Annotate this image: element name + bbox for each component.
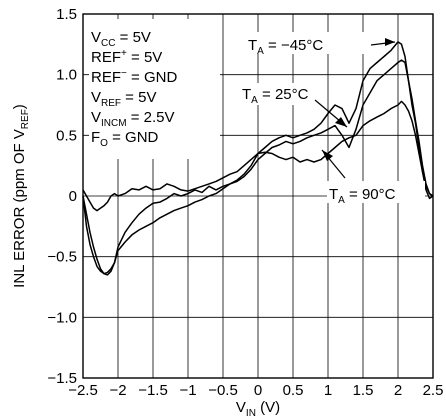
series-label-bg-1 [240,83,322,105]
y-axis-label: INL ERROR (ppm OF VREF) [11,104,31,288]
y-tick-label-2: 0.5 [56,127,77,144]
y-tick-label-4: −0.5 [47,249,77,266]
x-axis-title: VIN (V) [236,399,280,418]
condition-label-2: REF− = GND [91,68,177,86]
y-tick-labels: 1.5 1.0 0.5 0 −0.5 −1.0 −1.5 [47,6,77,387]
series-label-2: TA = 90°C [329,186,396,206]
y-tick-label-1: 1.0 [56,67,77,84]
x-tick-label-9: 2 [394,382,402,399]
condition-label-4: VINCM = 2.5V [91,109,175,129]
condition-label-3: VREF = 5V [91,89,156,109]
series-line-1 [82,59,434,276]
series-label-bg-0 [246,32,370,54]
x-tick-label-3: −1 [179,382,196,399]
annotations: TA = −45°C TA = 25°C TA = 90°C [240,32,425,206]
series-arrowhead-2 [322,150,333,161]
x-tick-label-6: 0.5 [283,382,304,399]
x-tick-label-4: −0.5 [208,382,238,399]
condition-label-0: VCC = 5V [91,29,151,49]
x-tick-label-7: 1 [324,382,332,399]
condition-label-5: FO = GND [91,129,159,149]
series-group [82,41,434,276]
y-axis-title: INL ERROR (ppm OF VREF) [11,104,31,288]
series-label-1: TA = 25°C [242,86,309,106]
series-arrowhead-0 [385,38,395,46]
y-tick-label-0: 1.5 [56,6,77,23]
x-tick-label-2: −1.5 [138,382,168,399]
series-arrowhead-1 [335,117,347,127]
series-label-bg-2 [327,181,425,203]
x-tick-label-0: −2.5 [68,382,98,399]
conditions-background [89,19,220,159]
series-line-2 [82,100,434,212]
y-tick-label-5: −1.0 [47,309,77,326]
condition-label-1: REF+ = 5V [91,48,162,66]
x-tick-label-8: 1.5 [353,382,374,399]
x-axis-label: VIN (V) [236,399,280,418]
series-label-0: TA = −45°C [248,37,323,57]
y-tick-label-6: −1.5 [47,370,77,387]
y-tick-label-3: 0 [69,188,77,205]
x-tick-label-1: −2 [109,382,126,399]
x-tick-labels: −2.5 −2 −1.5 −1 −0.5 0 0.5 1 1.5 2 2.5 [68,382,443,399]
x-tick-label-5: 0 [254,382,262,399]
x-tick-label-10: 2.5 [423,382,444,399]
